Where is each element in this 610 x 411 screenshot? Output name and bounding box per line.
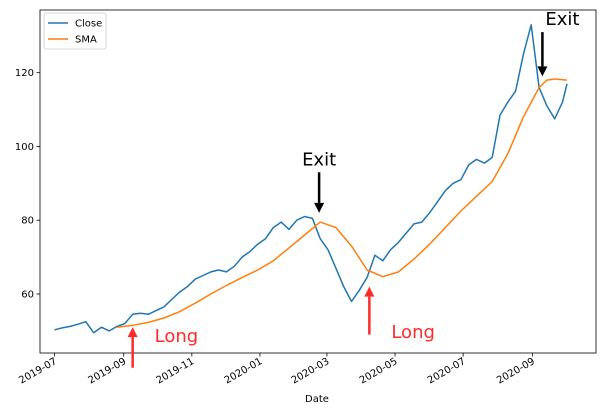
series-line-close: [54, 24, 568, 334]
y-tick-label: 80: [21, 216, 34, 227]
legend-label-close: Close: [75, 19, 102, 30]
long-annotation-label: Long: [391, 322, 435, 343]
legend-label-sma: SMA: [75, 35, 97, 46]
exit-annotation-label: Exit: [302, 149, 336, 170]
series-line-sma: [116, 78, 568, 328]
exit-arrow-head: [537, 66, 548, 77]
exit-arrow-head: [314, 202, 325, 213]
exit-annotation: Exit: [537, 9, 580, 77]
legend: Close SMA: [43, 12, 107, 50]
y-tick-label: 120: [15, 68, 34, 79]
y-tick-label: 60: [21, 289, 34, 300]
y-axis: 60 80 100 120: [15, 68, 40, 300]
exit-annotation-label: Exit: [545, 9, 579, 30]
long-arrow-head: [364, 286, 375, 297]
long-arrow-head: [127, 327, 138, 338]
annotations: Exit Exit Long Long: [127, 9, 580, 368]
long-annotation-label: Long: [155, 326, 199, 347]
plot-frame: [39, 9, 597, 354]
x-axis-label: Date: [305, 394, 329, 405]
series-layer: [54, 24, 568, 334]
y-tick-label: 100: [15, 142, 34, 153]
long-annotation: Long: [127, 326, 199, 368]
legend-box: [43, 12, 107, 50]
long-annotation: Long: [364, 286, 435, 343]
exit-annotation: Exit: [302, 149, 336, 213]
